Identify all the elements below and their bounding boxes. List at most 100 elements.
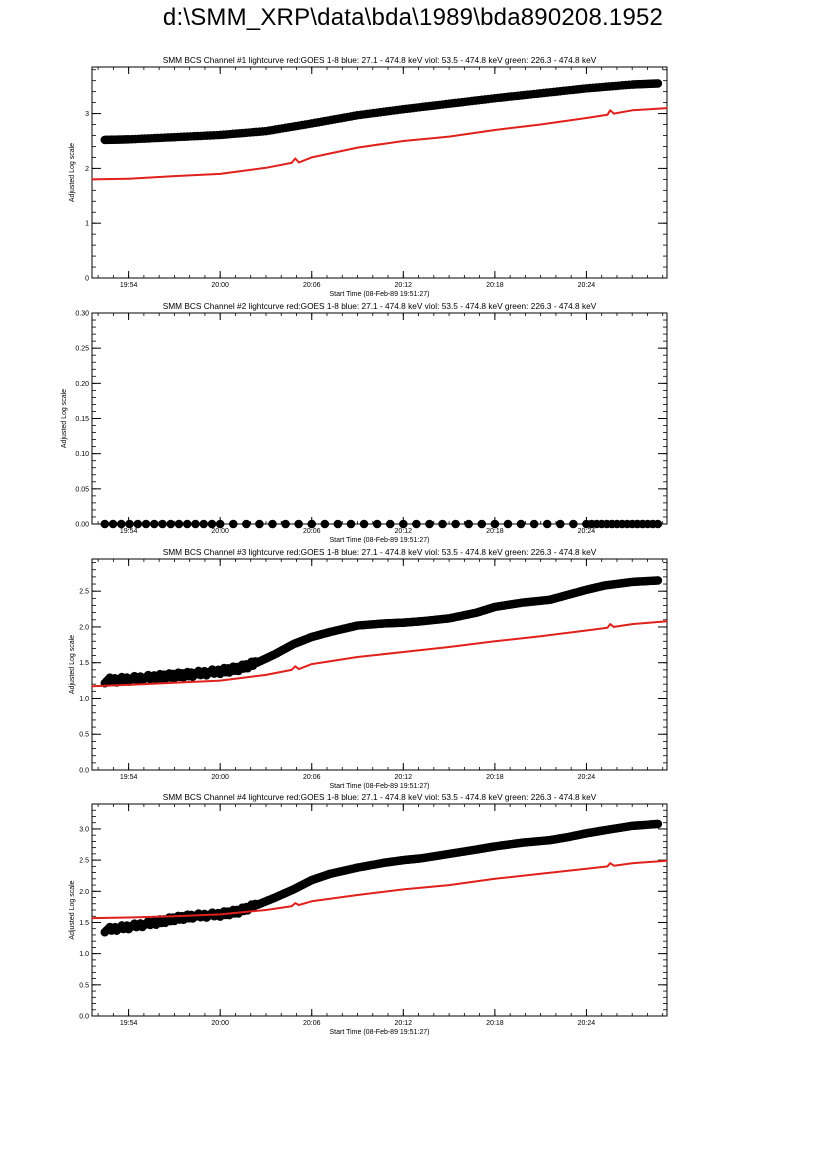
data-point [108,519,118,529]
data-point [613,112,615,115]
data-point [585,629,588,632]
data-point [606,626,609,629]
data-point [199,519,209,529]
x-tick-label: 20:12 [395,528,413,535]
data-point [149,519,159,529]
y-tick-label: 0.0 [79,768,89,775]
x-axis-label: Start Time (08-Feb-89 19:51:27) [330,783,430,790]
data-point [464,519,474,529]
data-point [516,519,526,529]
data-point [529,519,539,529]
series-red-2 [91,620,668,688]
x-tick-label: 20:24 [578,528,596,535]
data-point [653,519,663,529]
data-point [606,865,609,868]
y-tick-label: 0.0 [79,1014,89,1021]
data-point [448,884,450,886]
data-point [294,902,297,904]
data-point [555,519,565,529]
data-point [609,862,612,865]
x-tick-label: 19:54 [120,282,138,289]
data-point [290,669,293,671]
x-tick-label: 19:54 [120,528,138,535]
data-point [191,519,200,529]
data-point [631,109,634,112]
data-point [385,519,395,529]
data-point [631,623,634,625]
x-tick-label: 20:18 [486,282,504,289]
y-tick-label: 0 [85,276,89,283]
data-point [310,156,313,159]
data-point [609,623,612,625]
y-tick-label: 0.30 [75,311,89,318]
x-tick-label: 19:54 [120,1020,138,1027]
data-point [399,519,408,529]
chart-panel-4: SMM BCS Channel #4 lightcurve red:GOES 1… [69,792,668,1036]
y-tick-label: 3 [85,111,89,118]
y-tick-label: 1.0 [79,951,89,958]
data-point [477,519,487,529]
x-tick-label: 20:00 [211,528,229,535]
data-point [281,519,290,529]
series-line [91,107,668,181]
data-point [265,909,267,911]
page-title: d:\SMM_XRP\data\bda\1989\bda890208.1952 [162,4,664,31]
x-tick-label: 20:24 [578,774,596,781]
data-point [294,519,303,529]
y-tick-label: 0.5 [79,982,89,989]
x-tick-label: 20:00 [211,1020,229,1027]
data-point [141,519,151,529]
chart-title: SMM BCS Channel #3 lightcurve red:GOES 1… [163,547,597,557]
data-point [91,917,93,919]
data-point [539,123,542,126]
data-point [359,519,369,529]
data-point [127,684,130,686]
data-point [127,178,130,180]
data-point [609,109,612,112]
data-point [242,519,251,529]
data-point [294,157,297,160]
data-point [333,519,343,529]
data-point [494,878,496,880]
series-black-1 [100,576,663,688]
data-point [265,674,267,676]
y-tick-label: 2.5 [79,858,89,865]
chart-panel-1: SMM BCS Channel #1 lightcurve red:GOES 1… [69,55,668,298]
data-point [158,519,167,529]
x-tick-label: 20:00 [211,282,229,289]
x-axis-label: Start Time (08-Feb-89 19:51:27) [330,537,430,544]
data-point [166,519,176,529]
y-tick-label: 2.0 [79,624,89,631]
data-point [425,519,434,529]
data-point [310,900,313,903]
x-tick-label: 20:06 [303,282,321,289]
data-point [207,519,217,529]
y-tick-label: 1.0 [79,696,89,703]
x-tick-label: 20:12 [395,774,413,781]
y-tick-label: 0.00 [75,522,89,529]
series-line [91,859,668,920]
data-point [542,519,552,529]
data-point [116,519,126,529]
data-point [91,685,93,688]
data-point [451,519,460,529]
data-point [127,916,130,919]
data-point [494,640,496,643]
data-point [631,862,634,865]
chart-panel-3: SMM BCS Channel #3 lightcurve red:GOES 1… [69,547,668,790]
x-tick-label: 20:24 [578,282,596,289]
data-point [402,888,405,891]
series-black-1 [100,79,663,145]
plot-frame [91,66,668,279]
y-tick-label: 2.0 [79,889,89,896]
data-point [356,656,359,658]
chart-title: SMM BCS Channel #1 lightcurve red:GOES 1… [163,55,597,65]
data-point [613,626,615,628]
y-tick-label: 2 [85,166,89,173]
data-point [494,129,496,131]
data-point [219,913,221,916]
data-point [219,679,221,682]
data-point [174,519,184,529]
plot-frame [91,558,668,771]
